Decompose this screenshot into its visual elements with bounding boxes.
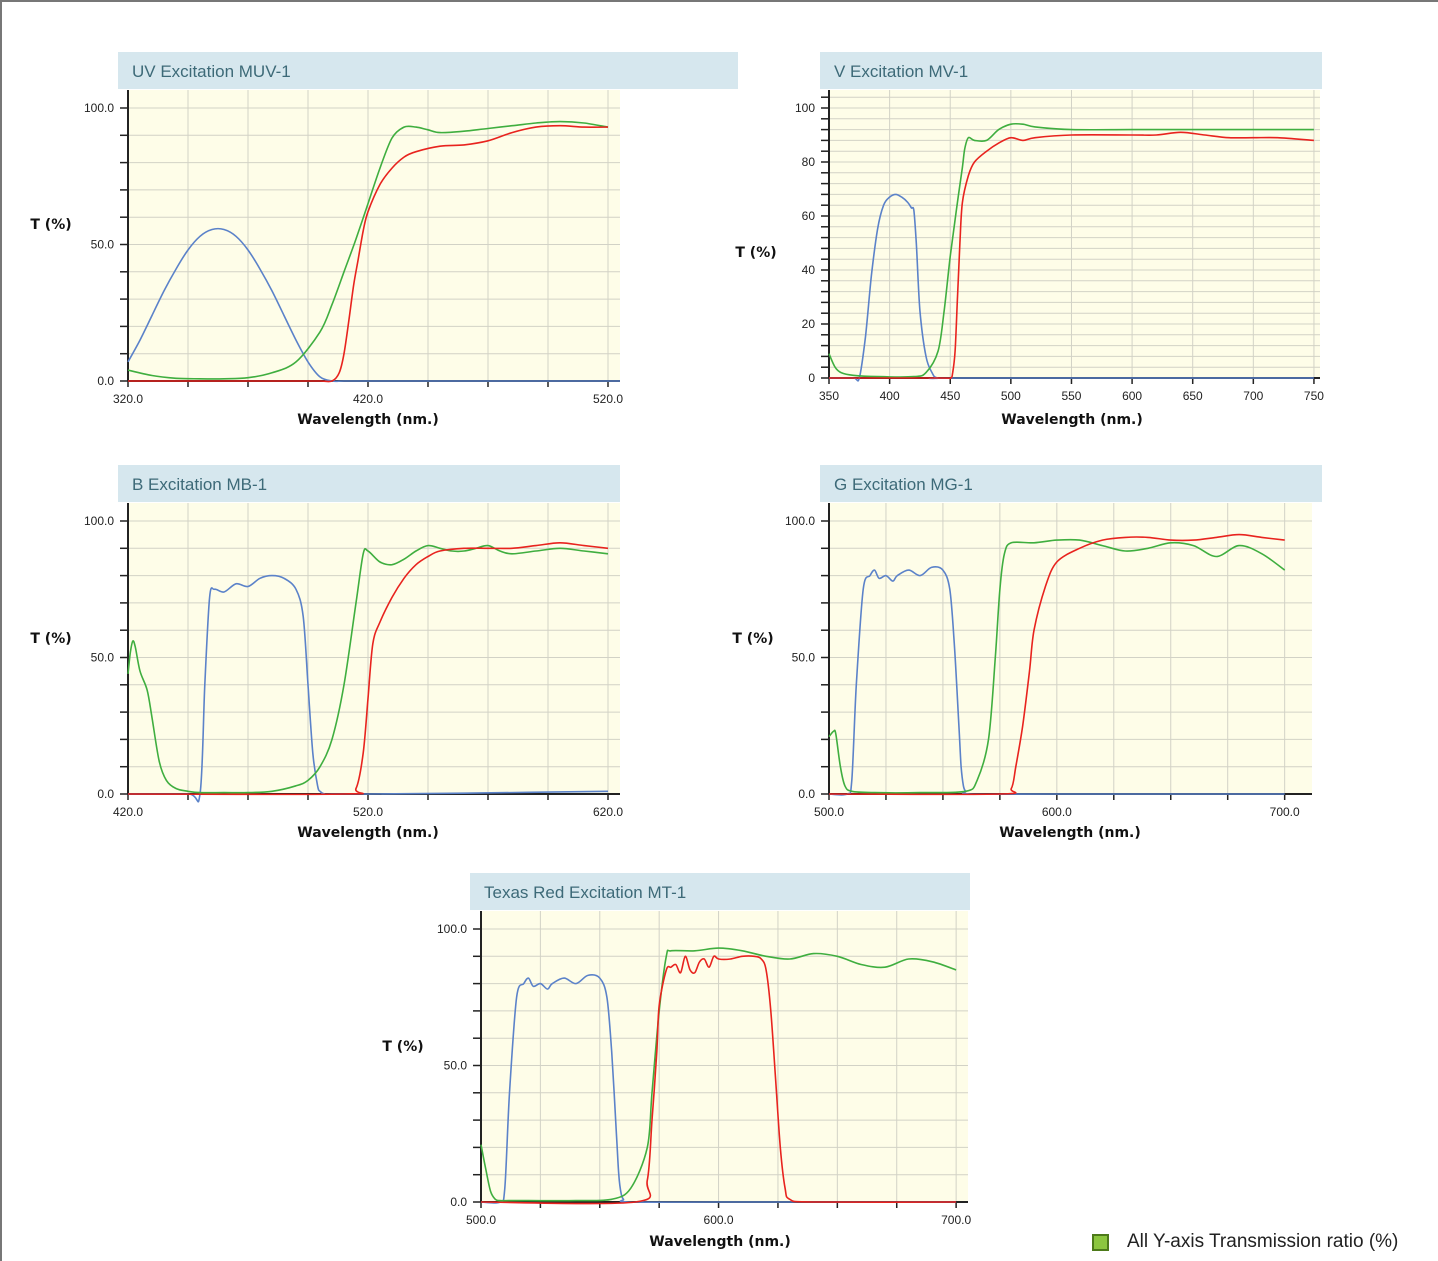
y-tick-label: 50.0 (91, 651, 115, 665)
plot-area (128, 90, 620, 381)
y-tick-label: 60 (802, 209, 816, 223)
y-tick-label: 0 (808, 371, 815, 385)
x-axis-label: Wavelength (nm.) (649, 1234, 791, 1250)
chart-title-box (820, 465, 1322, 502)
chart-panel-2: V Excitation MV-1 0 20 40 60 80 100 350 400 450 50… (735, 52, 1324, 428)
y-tick-label: 100 (795, 101, 815, 115)
y-axis-label: T (%) (732, 631, 773, 647)
grid (128, 503, 620, 794)
x-tick-label: 420.0 (113, 805, 143, 819)
y-tick-label: 40 (802, 263, 816, 277)
y-axis-label: T (%) (30, 631, 71, 647)
x-axis-label: Wavelength (nm.) (297, 825, 439, 841)
y-axis-label: T (%) (30, 217, 71, 233)
y-tick-label: 0.0 (450, 1195, 467, 1209)
x-axis-label: Wavelength (nm.) (1001, 412, 1143, 428)
chart-title: G Excitation MG-1 (834, 475, 973, 494)
x-tick-label: 320.0 (113, 392, 143, 406)
series-line-2 (127, 120, 609, 380)
grid (128, 90, 620, 381)
series-line-3 (480, 955, 957, 1205)
series-line-3 (127, 542, 609, 796)
series-line-3 (828, 533, 1285, 796)
x-tick-label: 500.0 (814, 805, 844, 819)
chart-title: V Excitation MV-1 (834, 62, 968, 81)
x-tick-label: 350 (819, 389, 839, 403)
chart-panel-3: B Excitation MB-1 0.0 50.0 100.0 420.0 520.0 6… (30, 465, 623, 841)
x-tick-label: 420.0 (353, 392, 383, 406)
y-tick-label: 80 (802, 155, 816, 169)
series-line-3 (128, 124, 609, 383)
x-tick-label: 520.0 (593, 392, 623, 406)
series-line-2 (828, 122, 1314, 378)
chart-title-box (118, 52, 738, 89)
x-tick-label: 620.0 (593, 805, 623, 819)
series-line-2 (127, 544, 609, 794)
x-tick-label: 600 (1122, 389, 1142, 403)
plot-area (829, 503, 1312, 794)
x-tick-label: 600.0 (704, 1213, 734, 1227)
y-tick-label: 50.0 (91, 238, 115, 252)
chart-title-box (470, 873, 970, 910)
y-tick-label: 100.0 (84, 101, 114, 115)
x-tick-label: 600.0 (1042, 805, 1072, 819)
chart-title-box (118, 465, 620, 502)
series-line-1 (480, 974, 957, 1204)
x-tick-label: 700.0 (1270, 805, 1300, 819)
y-axis-label: T (%) (382, 1039, 423, 1055)
y-tick-label: 100.0 (437, 922, 467, 936)
x-tick-label: 750 (1304, 389, 1324, 403)
chart-panel-1: UV Excitation MUV-1 0.0 50.0 100.0 320.0 420.… (30, 52, 738, 428)
x-axis-label: Wavelength (nm.) (999, 825, 1141, 841)
y-tick-label: 100.0 (84, 514, 114, 528)
chart-title: B Excitation MB-1 (132, 475, 267, 494)
chart-title: UV Excitation MUV-1 (132, 62, 291, 81)
x-tick-label: 500 (1001, 389, 1021, 403)
series-line-2 (828, 538, 1286, 794)
series-line-3 (828, 131, 1314, 380)
legend-swatch (1092, 1233, 1109, 1251)
grid (481, 911, 968, 1202)
series-line-1 (127, 227, 620, 383)
legend-text: All Y-axis Transmission ratio (%) (1127, 1231, 1399, 1252)
series-line-2 (480, 947, 957, 1202)
x-tick-label: 450 (940, 389, 960, 403)
x-tick-label: 400 (880, 389, 900, 403)
grid (829, 90, 1320, 378)
x-tick-label: 700.0 (941, 1213, 971, 1227)
y-tick-label: 0.0 (97, 787, 114, 801)
x-tick-label: 500.0 (466, 1213, 496, 1227)
x-tick-label: 520.0 (353, 805, 383, 819)
y-tick-label: 100.0 (785, 514, 815, 528)
legend: All Y-axis Transmission ratio (%) (1092, 1231, 1398, 1253)
plot-area (128, 503, 620, 794)
chart-title-box (820, 52, 1322, 89)
x-tick-label: 700 (1243, 389, 1263, 403)
plot-area (481, 911, 968, 1202)
y-tick-label: 50.0 (444, 1059, 468, 1073)
y-axis-label: T (%) (735, 245, 776, 261)
chart-panel-4: G Excitation MG-1 0.0 50.0 100.0 500.0 600.0 7… (732, 465, 1322, 841)
y-tick-label: 0.0 (97, 374, 114, 388)
x-tick-label: 550 (1061, 389, 1081, 403)
chart-title: Texas Red Excitation MT-1 (484, 883, 686, 902)
chart-panel-5: Texas Red Excitation MT-1 0.0 50.0 100.0 500… (382, 873, 971, 1250)
y-tick-label: 50.0 (792, 651, 816, 665)
y-tick-label: 0.0 (798, 787, 815, 801)
y-tick-label: 20 (802, 317, 816, 331)
x-axis-label: Wavelength (nm.) (297, 412, 439, 428)
x-tick-label: 650 (1183, 389, 1203, 403)
